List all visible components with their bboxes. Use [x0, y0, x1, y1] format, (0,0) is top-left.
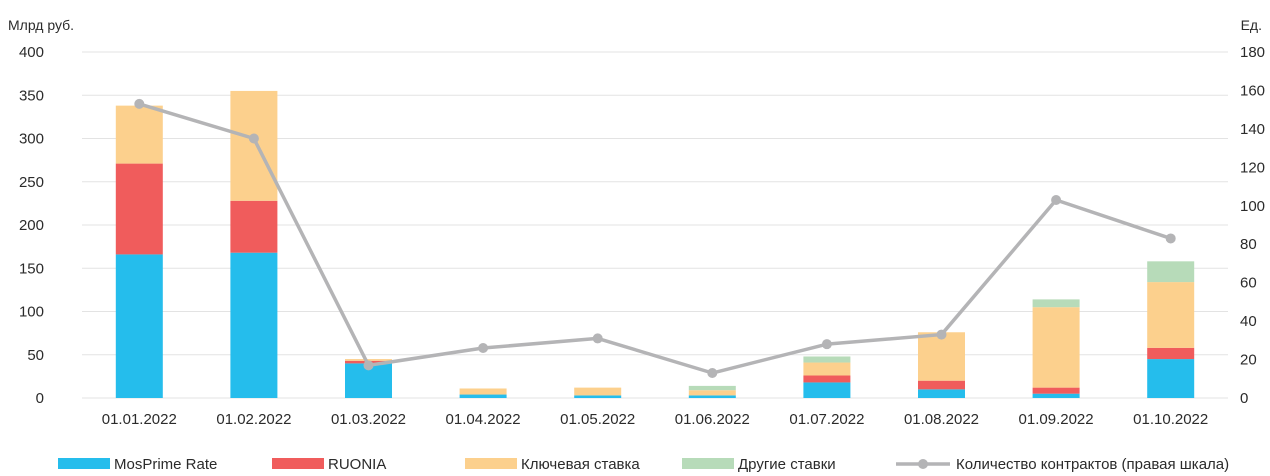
bar-segment	[803, 382, 851, 398]
bar-segment	[803, 375, 851, 383]
left-axis-title: Млрд руб.	[8, 17, 74, 33]
bar-segment	[1147, 347, 1195, 360]
left-axis-ticks: 0 50 100 150 200 250 300 350 400	[19, 44, 44, 407]
legend-label: Количество контрактов (правая шкала)	[956, 456, 1229, 473]
line-point	[936, 329, 947, 340]
legend-label: RUONIA	[328, 456, 386, 473]
bar-segment	[918, 380, 965, 390]
left-tick-label: 150	[19, 260, 44, 277]
legend-label: Другие ставки	[738, 456, 836, 473]
line-point	[363, 360, 374, 371]
bar-segment	[115, 163, 163, 255]
x-tick-label: 01.06.2022	[675, 411, 750, 428]
right-tick-label: 80	[1240, 236, 1257, 253]
line-series	[134, 98, 1176, 379]
legend-marker	[918, 459, 928, 469]
bar-segment	[688, 385, 736, 391]
left-tick-label: 250	[19, 174, 44, 191]
right-tick-label: 20	[1240, 352, 1257, 369]
x-axis-ticks: 01.01.2022 01.02.2022 01.03.2022 01.04.2022…	[102, 411, 1208, 428]
legend-swatch	[465, 458, 517, 469]
bar-segment	[1032, 387, 1080, 394]
bar-segment	[1147, 359, 1195, 398]
left-tick-label: 50	[27, 347, 44, 364]
legend-label: MosPrime Rate	[114, 456, 217, 473]
x-tick-label: 01.10.2022	[1133, 411, 1208, 428]
bar-segment	[574, 395, 622, 398]
x-tick-label: 01.07.2022	[789, 411, 864, 428]
bar-segment	[230, 252, 278, 398]
legend-swatch	[682, 458, 734, 469]
left-tick-label: 300	[19, 131, 44, 148]
line-point	[478, 343, 489, 354]
x-tick-label: 01.08.2022	[904, 411, 979, 428]
bar-segment	[1032, 307, 1080, 388]
x-tick-label: 01.03.2022	[331, 411, 406, 428]
left-tick-label: 100	[19, 304, 44, 321]
bar-series	[115, 90, 1195, 398]
line-point	[248, 133, 259, 144]
bar-segment	[688, 395, 736, 398]
bar-segment	[918, 389, 965, 398]
legend-swatch	[58, 458, 110, 469]
bar-segment	[803, 356, 851, 363]
line-point	[1051, 195, 1062, 206]
bar-segment	[688, 390, 736, 396]
bar-segment	[115, 105, 163, 164]
line-point	[1165, 233, 1176, 244]
left-tick-label: 200	[19, 217, 44, 234]
line-point	[134, 98, 145, 109]
bar-segment	[230, 200, 278, 253]
line-point	[821, 339, 832, 350]
right-tick-label: 100	[1240, 198, 1265, 215]
contracts-line	[138, 102, 1172, 375]
line-point	[707, 368, 718, 379]
legend-swatch	[272, 458, 324, 469]
right-tick-label: 60	[1240, 275, 1257, 292]
right-tick-label: 180	[1240, 44, 1265, 61]
bar-segment	[1032, 299, 1080, 308]
bar-segment	[345, 359, 392, 361]
bar-segment	[459, 394, 507, 398]
bar-segment	[230, 90, 278, 201]
right-tick-label: 120	[1240, 159, 1265, 176]
right-axis-ticks: 0 20 40 60 80 100 120 140 160 180	[1240, 44, 1265, 407]
bar-segment	[803, 362, 851, 376]
x-tick-label: 01.05.2022	[560, 411, 635, 428]
x-tick-label: 01.04.2022	[446, 411, 521, 428]
bar-segment	[918, 332, 965, 381]
right-tick-label: 40	[1240, 313, 1257, 330]
right-tick-label: 0	[1240, 390, 1248, 407]
bar-segment	[115, 254, 163, 398]
right-tick-label: 160	[1240, 82, 1265, 99]
bar-segment	[1147, 261, 1195, 283]
left-tick-label: 0	[36, 390, 44, 407]
left-tick-label: 400	[19, 44, 44, 61]
bar-segment	[1147, 282, 1195, 348]
right-axis-title: Ед.	[1241, 17, 1262, 33]
legend: MosPrime Rate RUONIA Ключевая ставка Другие…	[58, 456, 1229, 473]
x-tick-label: 01.01.2022	[102, 411, 177, 428]
left-tick-label: 350	[19, 87, 44, 104]
line-point	[592, 333, 603, 344]
bar-segment	[459, 388, 507, 395]
right-tick-label: 140	[1240, 121, 1265, 138]
bar-segment	[574, 387, 622, 396]
legend-label: Ключевая ставка	[521, 456, 640, 473]
bar-segment	[1032, 393, 1080, 398]
x-tick-label: 01.09.2022	[1019, 411, 1094, 428]
x-tick-label: 01.02.2022	[216, 411, 291, 428]
